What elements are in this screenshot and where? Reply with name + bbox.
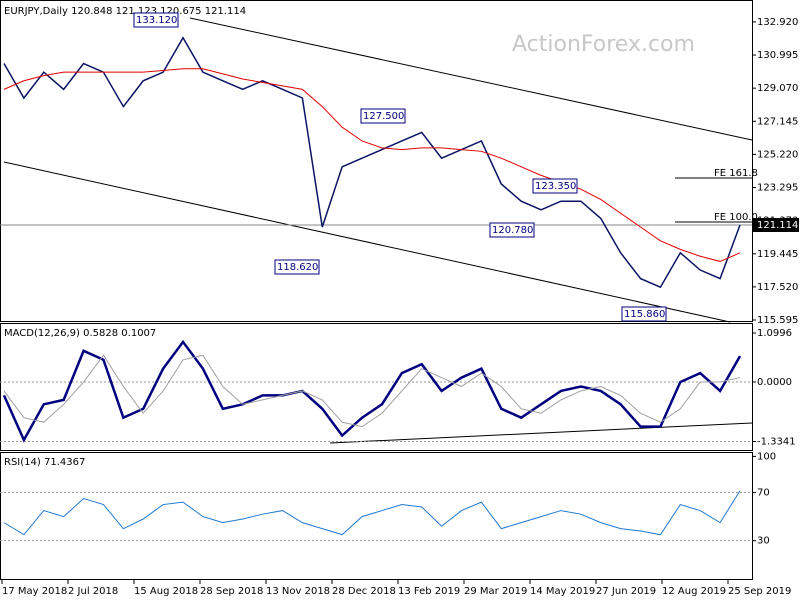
- fe-label: FE 161.8: [714, 168, 758, 179]
- macd-trend-line: [329, 422, 753, 444]
- annotation-box: [274, 259, 320, 275]
- series-line: [3, 490, 741, 536]
- x-tick-label: 13 Feb 2019: [398, 586, 460, 597]
- y-tick-label: 132.920: [757, 17, 798, 28]
- channel-upper: [189, 17, 753, 141]
- rsi-panel: [0, 452, 753, 580]
- annotation-label: 115.860: [624, 309, 665, 320]
- y-tick-label: 129.070: [757, 83, 798, 94]
- fe-label: FE 100.0: [714, 212, 758, 223]
- series-line: [3, 354, 741, 428]
- y-tick-label: 1.0996: [757, 328, 792, 339]
- series-line: [2, 339, 742, 443]
- annotation-box: [360, 108, 406, 124]
- price-panel: [0, 0, 753, 322]
- y-tick-label: 115.595: [757, 315, 798, 326]
- annotation-box: [621, 306, 667, 322]
- annotation-label: 120.780: [492, 225, 533, 236]
- series-line: [3, 36, 741, 289]
- channel-lower: [3, 161, 731, 323]
- panel-title: EURJPY,Daily 120.848 121.123 120.675 121…: [4, 6, 246, 17]
- panel-title: MACD(12,26,9) 0.5828 0.1007: [4, 328, 156, 339]
- y-tick-label: 70: [757, 488, 770, 499]
- x-tick-label: 15 Aug 2018: [134, 586, 198, 597]
- annotation-box: [133, 12, 179, 28]
- y-tick-label: 123.295: [757, 183, 798, 194]
- y-tick-label: 127.145: [757, 116, 798, 127]
- last-price-label: 121.114: [757, 220, 798, 231]
- x-tick-label: 29 Mar 2019: [464, 586, 527, 597]
- y-tick-label: 0.0000: [757, 377, 792, 388]
- y-tick-label: 125.220: [757, 149, 798, 160]
- y-tick-label: 100: [757, 451, 776, 462]
- series-line: [3, 68, 741, 262]
- x-tick-label: 27 Jun 2019: [596, 586, 656, 597]
- y-tick-label: 117.520: [757, 282, 798, 293]
- watermark: ActionForex.com: [512, 32, 695, 57]
- macd-panel: [0, 323, 753, 451]
- annotation-label: 133.120: [136, 15, 177, 26]
- y-tick-label: 130.995: [757, 50, 798, 61]
- annotation-box: [532, 178, 578, 194]
- x-tick-label: 2 Jul 2018: [68, 586, 118, 597]
- last-price-box: [753, 218, 799, 232]
- panel-title: RSI(14) 71.4367: [4, 457, 85, 468]
- y-tick-label: 119.445: [757, 249, 798, 260]
- annotation-label: 127.500: [363, 111, 404, 122]
- x-tick-label: 28 Dec 2018: [332, 586, 396, 597]
- x-tick-label: 13 Nov 2018: [266, 586, 330, 597]
- annotation-label: 123.350: [535, 181, 576, 192]
- x-tick-label: 14 May 2019: [530, 586, 595, 597]
- annotation-label: 118.620: [277, 262, 318, 273]
- annotation-box: [489, 222, 535, 238]
- x-tick-label: 25 Sep 2019: [728, 586, 791, 597]
- y-tick-label: 30: [757, 536, 770, 547]
- x-tick-label: 12 Aug 2019: [662, 586, 726, 597]
- y-tick-label: -1.3341: [757, 436, 796, 447]
- x-tick-label: 17 May 2018: [2, 586, 67, 597]
- x-tick-label: 28 Sep 2018: [200, 586, 263, 597]
